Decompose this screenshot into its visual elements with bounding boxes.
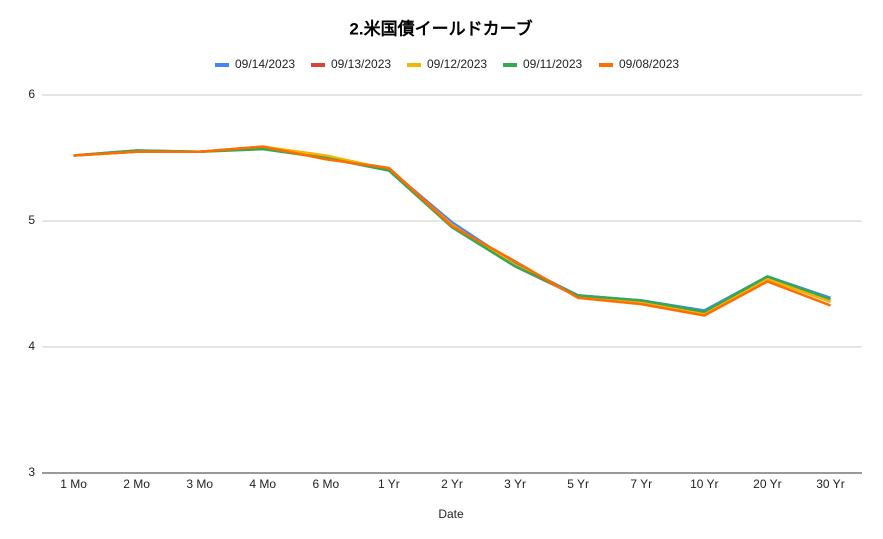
line-series (73, 145, 831, 315)
x-tick-label: 20 Yr (753, 477, 781, 491)
x-tick-label: 1 Yr (378, 477, 400, 491)
y-tick-label: 3 (28, 465, 35, 479)
legend-label: 09/13/2023 (331, 57, 391, 71)
x-tick-label: 30 Yr (816, 477, 844, 491)
y-tick-label: 5 (28, 213, 35, 227)
legend-label: 09/12/2023 (427, 57, 487, 71)
x-tick-label: 3 Yr (504, 477, 526, 491)
y-tick-label: 4 (28, 339, 35, 353)
x-tick-label: 4 Mo (249, 477, 276, 491)
x-tick-label: 2 Mo (123, 477, 150, 491)
line-series (73, 145, 831, 317)
x-axis-label: Date (438, 507, 464, 521)
x-tick-label: 3 Mo (186, 477, 213, 491)
legend-label: 09/14/2023 (235, 57, 295, 71)
x-tick-label: 7 Yr (630, 477, 652, 491)
legend-label: 09/11/2023 (523, 57, 582, 71)
x-tick-label: 2 Yr (441, 477, 463, 491)
x-tick-label: 1 Mo (60, 477, 87, 491)
x-tick-label: 6 Mo (313, 477, 340, 491)
line-series (73, 146, 831, 312)
x-tick-label: 10 Yr (690, 477, 718, 491)
legend-label: 09/08/2023 (619, 57, 679, 71)
y-tick-label: 6 (28, 87, 35, 101)
line-series (73, 147, 831, 313)
x-tick-label: 5 Yr (567, 477, 589, 491)
line-series (73, 145, 831, 315)
chart-title: 2.米国債イールドカーブ (349, 18, 532, 38)
